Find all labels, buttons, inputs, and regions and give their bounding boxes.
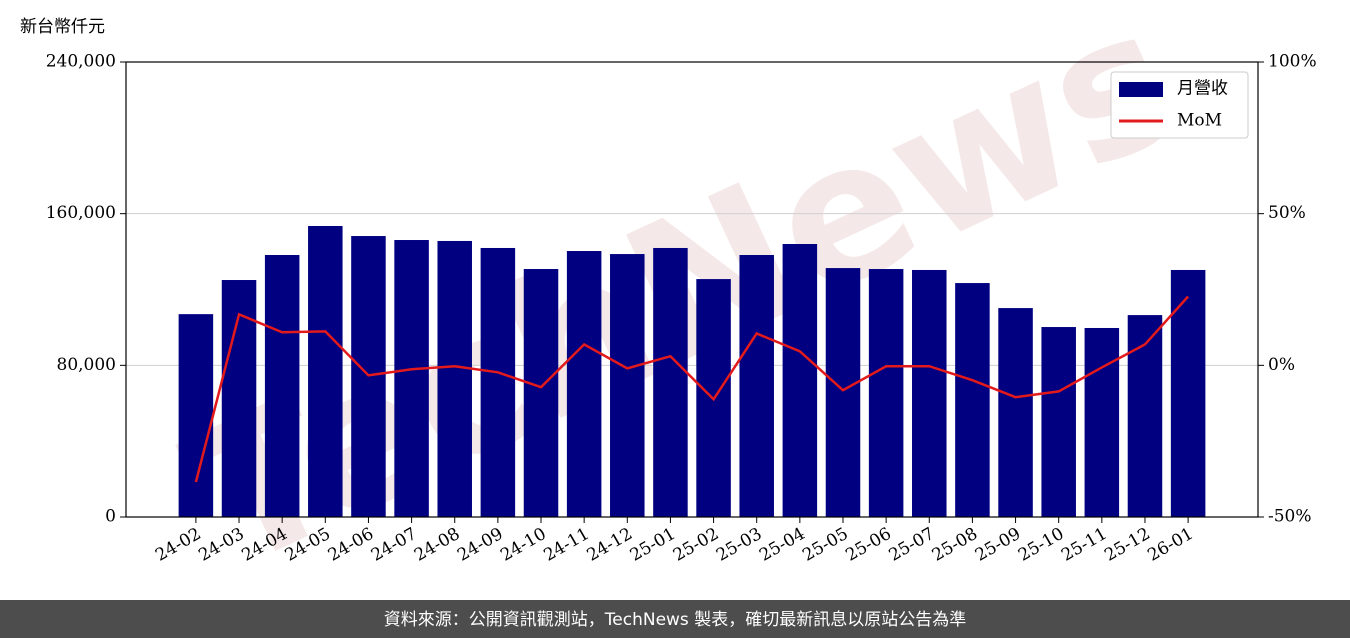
legend-swatch — [1119, 82, 1163, 97]
y2-tick-label: -50% — [1268, 507, 1312, 527]
x-tick-label: 24-09 — [454, 524, 506, 566]
x-tick-label: 25-12 — [1101, 524, 1153, 566]
bar — [480, 247, 516, 517]
x-tick-label: 25-10 — [1015, 524, 1067, 566]
y-tick-label: 80,000 — [57, 355, 116, 375]
x-tick-label: 25-06 — [842, 524, 894, 566]
x-tick-label: 25-09 — [972, 524, 1024, 566]
x-tick-label: 25-07 — [886, 524, 938, 566]
y2-tick-label: 0% — [1268, 355, 1295, 375]
x-tick-label: 25-02 — [670, 524, 722, 566]
bar — [437, 240, 472, 517]
x-tick-label: 24-11 — [540, 524, 592, 566]
legend-label: 月營收 — [1177, 79, 1228, 99]
bar — [178, 314, 214, 517]
bar — [825, 268, 861, 517]
bar — [955, 283, 990, 517]
bar — [523, 269, 559, 517]
bar — [782, 244, 818, 517]
y-tick-label: 0 — [105, 507, 116, 527]
y-axis-label: 新台幣仟元 — [20, 17, 105, 37]
bar — [1041, 327, 1076, 517]
bar — [264, 254, 300, 517]
bar — [1127, 315, 1163, 517]
bar — [868, 269, 904, 517]
bar — [394, 240, 429, 518]
bar — [653, 247, 688, 517]
bar — [610, 254, 645, 517]
bar — [998, 308, 1033, 517]
bar — [308, 225, 343, 518]
bar — [739, 254, 774, 517]
plot-frame — [125, 61, 1259, 518]
bar — [1170, 269, 1206, 517]
y-tick-label: 160,000 — [46, 203, 116, 223]
x-tick-label: 25-04 — [756, 524, 808, 566]
x-tick-label: 25-03 — [713, 524, 765, 566]
y2-tick-label: 100% — [1268, 52, 1317, 72]
x-tick-label: 25-11 — [1058, 524, 1110, 566]
legend-label: MoM — [1177, 111, 1222, 131]
x-tick-label: 24-02 — [152, 524, 204, 566]
x-tick-label: 24-10 — [497, 524, 549, 566]
y-tick-label: 240,000 — [46, 52, 116, 72]
bar — [912, 269, 947, 517]
x-tick-label: 24-12 — [584, 524, 636, 566]
mom-line — [194, 295, 1190, 483]
x-tick-label: 25-01 — [627, 524, 679, 566]
footer-bar — [0, 600, 1350, 638]
x-tick-label: 26-01 — [1144, 524, 1196, 566]
footer-text: 資料來源：公開資訊觀測站，TechNews 製表，確切最新訊息以原站公告為準 — [384, 610, 966, 630]
y2-tick-label: 50% — [1268, 203, 1306, 223]
bar — [566, 251, 602, 517]
bar — [1084, 327, 1120, 517]
x-tick-label: 25-05 — [799, 524, 851, 566]
x-tick-label: 25-08 — [929, 524, 981, 566]
